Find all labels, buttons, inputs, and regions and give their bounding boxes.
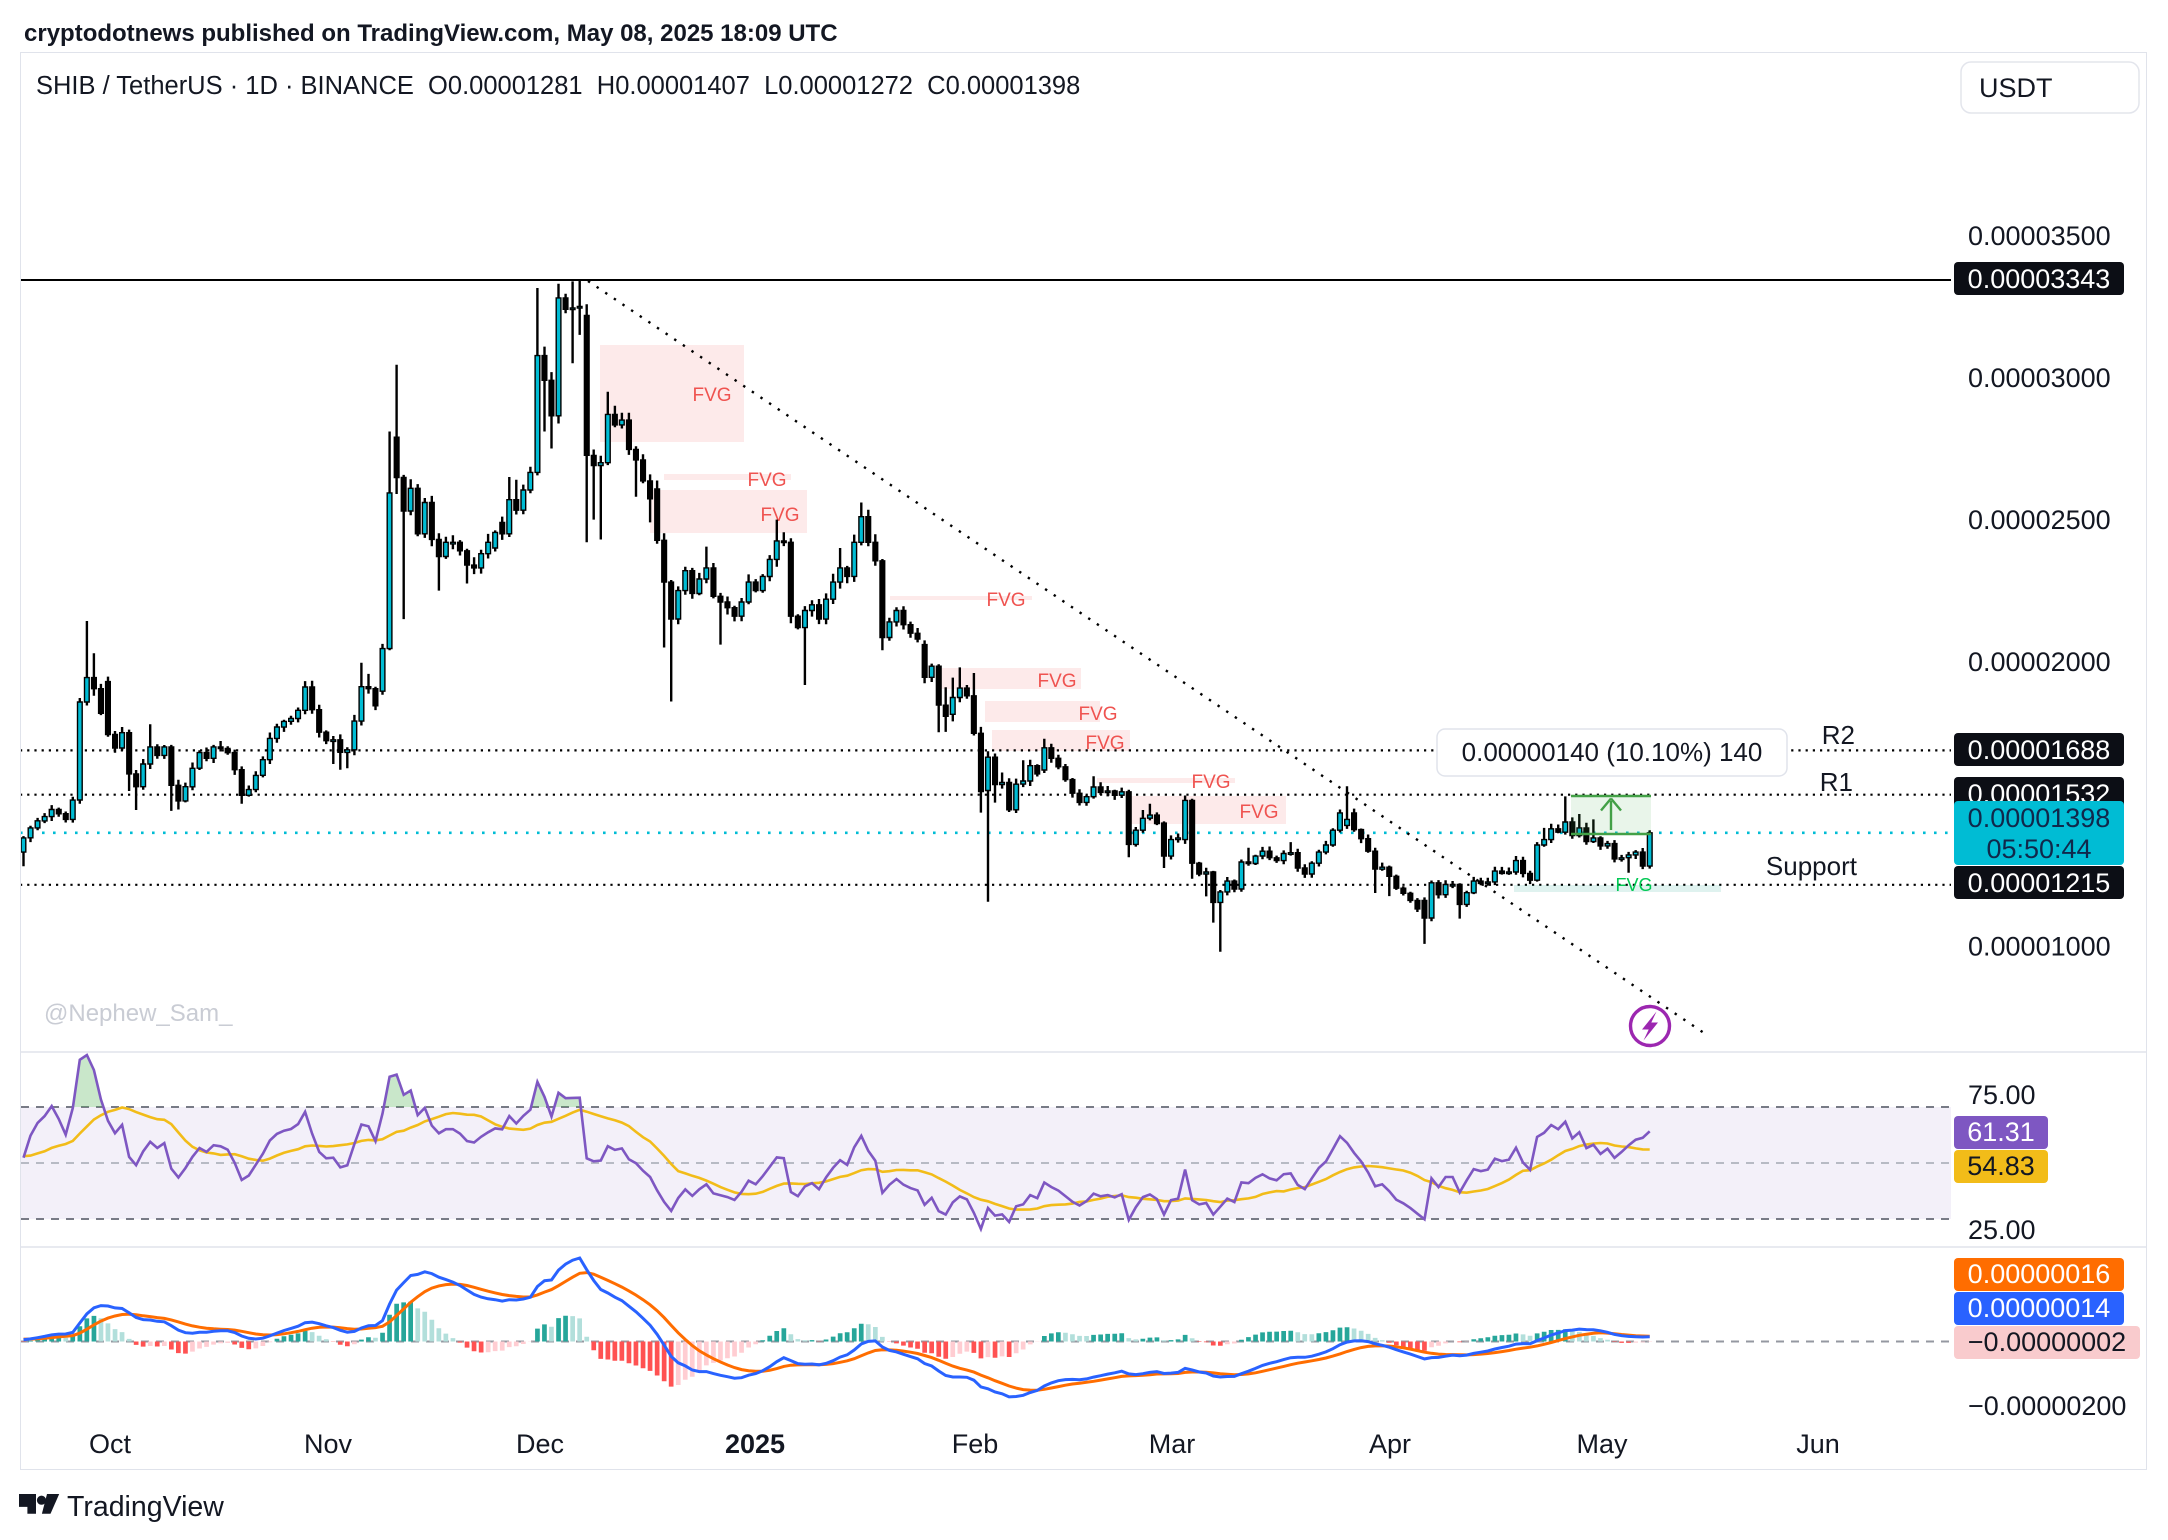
svg-text:0.00003343: 0.00003343 [1968,264,2111,294]
svg-text:cryptodotnews published on Tra: cryptodotnews published on TradingView.c… [24,20,838,47]
svg-text:FVG: FVG [760,505,799,526]
svg-text:FVG: FVG [1615,875,1652,895]
svg-text:FVG: FVG [986,590,1025,611]
svg-text:0.00000140 (10.10%) 140: 0.00000140 (10.10%) 140 [1462,737,1763,767]
svg-text:0.00001688: 0.00001688 [1968,735,2111,765]
svg-text:75.00: 75.00 [1968,1080,2036,1110]
svg-text:Jun: Jun [1796,1429,1840,1459]
svg-text:0.00000014: 0.00000014 [1968,1293,2111,1323]
svg-text:61.31: 61.31 [1967,1117,2035,1147]
svg-text:FVG: FVG [747,470,786,491]
svg-text:0.00001215: 0.00001215 [1968,868,2111,898]
svg-text:Feb: Feb [952,1429,999,1459]
svg-text:R2: R2 [1822,720,1855,750]
svg-text:2025: 2025 [725,1429,785,1459]
svg-text:USDT: USDT [1979,73,2053,103]
svg-text:25.00: 25.00 [1968,1215,2036,1245]
svg-text:Mar: Mar [1149,1429,1196,1459]
svg-text:R1: R1 [1820,767,1853,797]
svg-text:FVG: FVG [1078,704,1117,725]
svg-text:FVG: FVG [1239,802,1278,823]
svg-text:−0.00000200: −0.00000200 [1968,1391,2126,1421]
svg-text:Dec: Dec [516,1429,564,1459]
svg-text:0.00002000: 0.00002000 [1968,647,2111,677]
svg-text:Oct: Oct [89,1429,132,1459]
svg-text:54.83: 54.83 [1967,1151,2035,1181]
svg-text:Nov: Nov [304,1429,353,1459]
svg-text:SHIB / TetherUS · 1D · BINANCE: SHIB / TetherUS · 1D · BINANCE O0.000012… [36,72,1080,100]
svg-text:0.00002500: 0.00002500 [1968,505,2111,535]
svg-text:0.00003500: 0.00003500 [1968,221,2111,251]
svg-text:0.00000016: 0.00000016 [1968,1259,2111,1289]
svg-text:0.00001398: 0.00001398 [1968,803,2111,833]
svg-text:FVG: FVG [692,385,731,406]
svg-text:Apr: Apr [1369,1429,1411,1459]
svg-text:May: May [1576,1429,1628,1459]
svg-text:FVG: FVG [1085,733,1124,754]
svg-text:FVG: FVG [1037,671,1076,692]
svg-text:TradingView: TradingView [67,1491,224,1523]
svg-text:−0.00000002: −0.00000002 [1968,1327,2126,1357]
svg-text:0.00001000: 0.00001000 [1968,931,2111,961]
svg-text:Support: Support [1766,851,1858,881]
svg-text:0.00003000: 0.00003000 [1968,363,2111,393]
svg-text:FVG: FVG [1191,772,1230,793]
svg-text:@Nephew_Sam_: @Nephew_Sam_ [44,1000,233,1027]
svg-text:05:50:44: 05:50:44 [1986,834,2091,864]
